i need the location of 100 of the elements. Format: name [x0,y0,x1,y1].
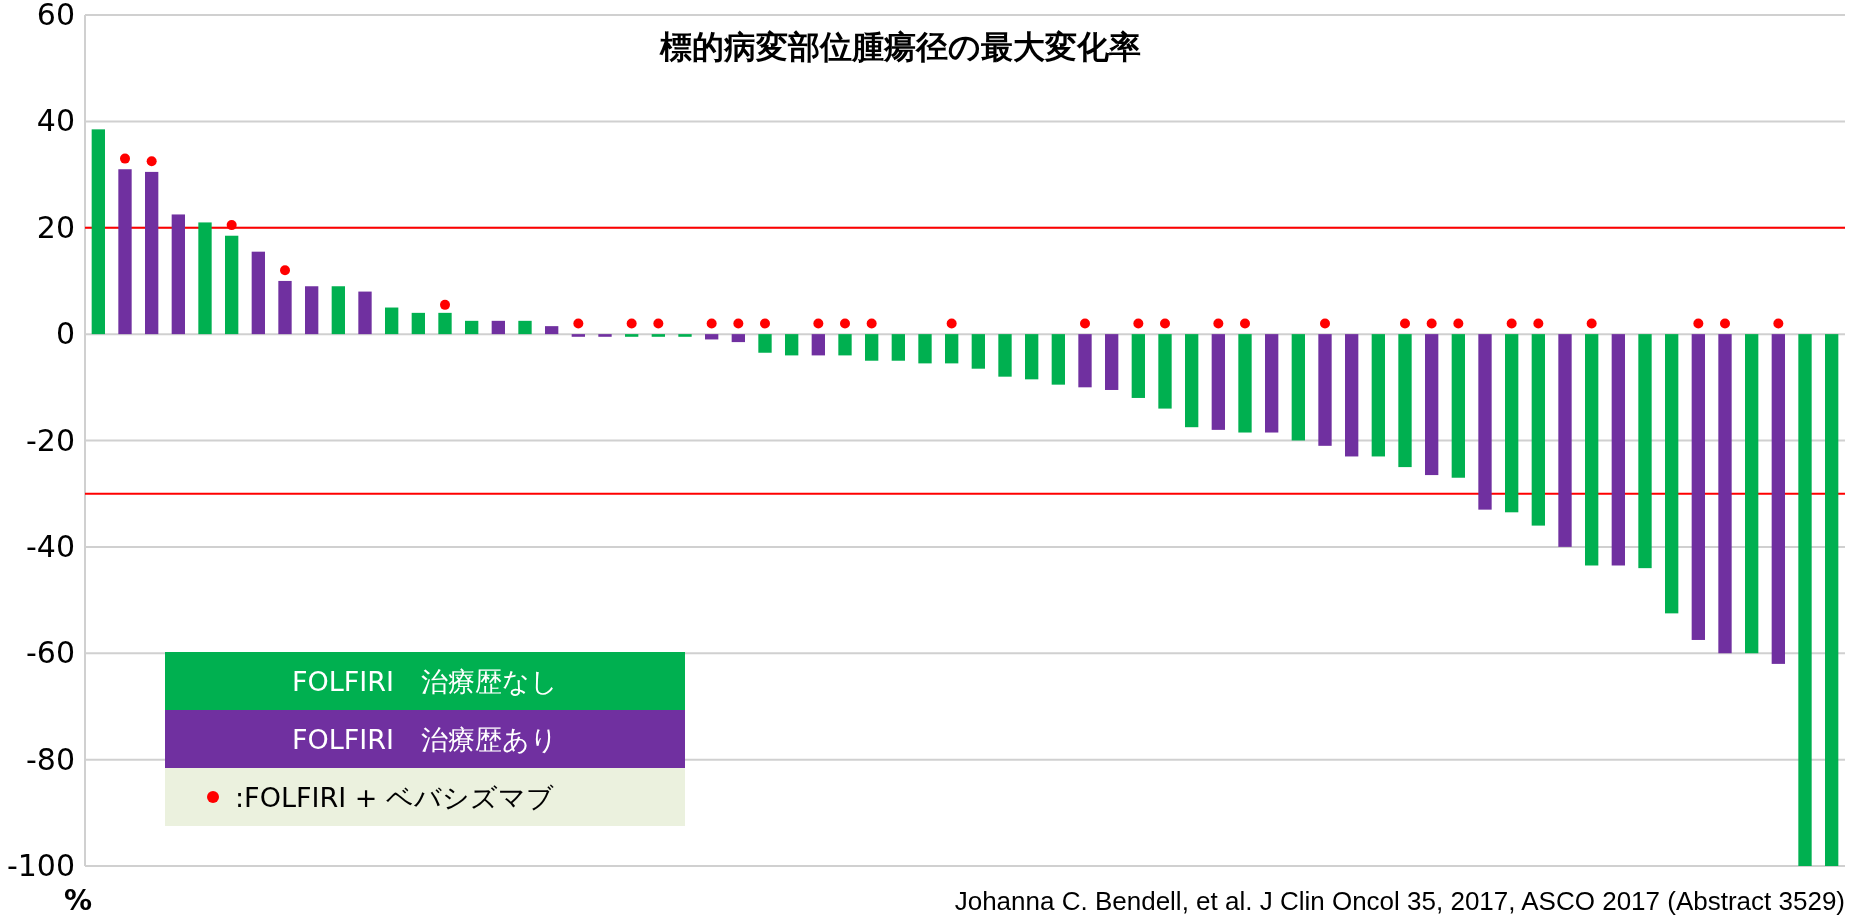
y-tick-label: 20 [36,209,75,245]
bar [1691,334,1705,640]
point [226,220,237,231]
bar [625,334,639,337]
bar [918,334,932,364]
point [1773,318,1784,329]
bar [545,326,559,335]
bar [1371,334,1385,457]
bar [1718,334,1732,654]
bar [171,214,185,335]
legend-label: :FOLFIRI + ベバシズマブ [235,782,554,813]
y-tick-label: 60 [36,0,75,32]
bar [465,320,479,335]
bar [1665,334,1679,614]
bar [331,286,345,335]
bar [225,235,239,335]
point [1506,318,1517,329]
bar [651,334,665,337]
point [1426,318,1437,329]
bar [1211,334,1225,430]
point [1400,318,1410,329]
bar [411,312,425,335]
point [1133,318,1144,329]
bar [1051,334,1065,385]
bar [1398,334,1412,468]
bar [491,320,505,335]
bar [1771,334,1785,664]
bar [1558,334,1572,547]
bar [145,171,159,335]
bar [358,291,372,335]
bar [785,334,799,356]
point [626,318,637,329]
text: Johanna C. Bendell, et al. J Clin Oncol 35, 2017, ASCO 2017 (Abstract 3529) [954,886,1845,916]
point [146,156,157,167]
point [1213,318,1224,329]
point [840,318,850,329]
y-tick-label: 40 [36,103,75,139]
bar [1131,334,1145,398]
bar [1825,334,1839,866]
bar [598,334,612,337]
bar [278,280,292,335]
point [440,299,450,310]
bar [758,334,772,353]
bar [305,286,319,335]
bar [1185,334,1199,428]
point [1586,318,1597,329]
bar [1025,334,1039,380]
point [1080,318,1090,329]
bar [1318,334,1332,446]
bar [571,334,585,337]
bar [1798,334,1812,866]
bar [865,334,879,361]
y-tick-label: -60 [26,635,75,671]
point [1533,318,1544,329]
bar [251,251,265,335]
point [1160,318,1170,329]
point [1240,318,1250,329]
bar [971,334,985,369]
text: FOLFIRI 治療歴なし [291,666,559,697]
bar [1238,334,1252,433]
text: FOLFIRI 治療歴あり [291,724,559,755]
point [706,318,717,329]
y-axis-title: % [63,884,93,917]
point [866,318,877,329]
bar [1531,334,1545,526]
bar [945,334,959,364]
point [946,318,957,329]
bar [385,307,399,335]
bar [731,334,745,343]
bar [1265,334,1279,433]
bar [1425,334,1439,476]
bar [1158,334,1172,409]
bar [1611,334,1625,566]
bar [438,312,452,335]
point [1320,318,1330,329]
bar [1451,334,1465,478]
bar [518,320,532,335]
bar [838,334,852,356]
y-tick-label: -100 [6,848,75,883]
bar [1291,334,1305,441]
bar [1745,334,1759,654]
bar [1105,334,1119,390]
point [1720,318,1730,329]
y-tick-label: -40 [26,528,75,564]
bar [678,334,692,337]
bar [1505,334,1519,513]
bar [1585,334,1599,566]
chart-title: 標的病変部位腫瘍径の最大変化率 [658,28,1141,66]
point [760,318,770,329]
bar [998,334,1012,377]
point [1453,318,1464,329]
bar [1078,334,1092,388]
point [1693,318,1704,329]
bar [118,169,132,335]
point [120,153,130,164]
point [733,318,744,329]
bar [1478,334,1492,510]
point [813,318,824,329]
point [653,318,664,329]
bar [198,222,212,335]
